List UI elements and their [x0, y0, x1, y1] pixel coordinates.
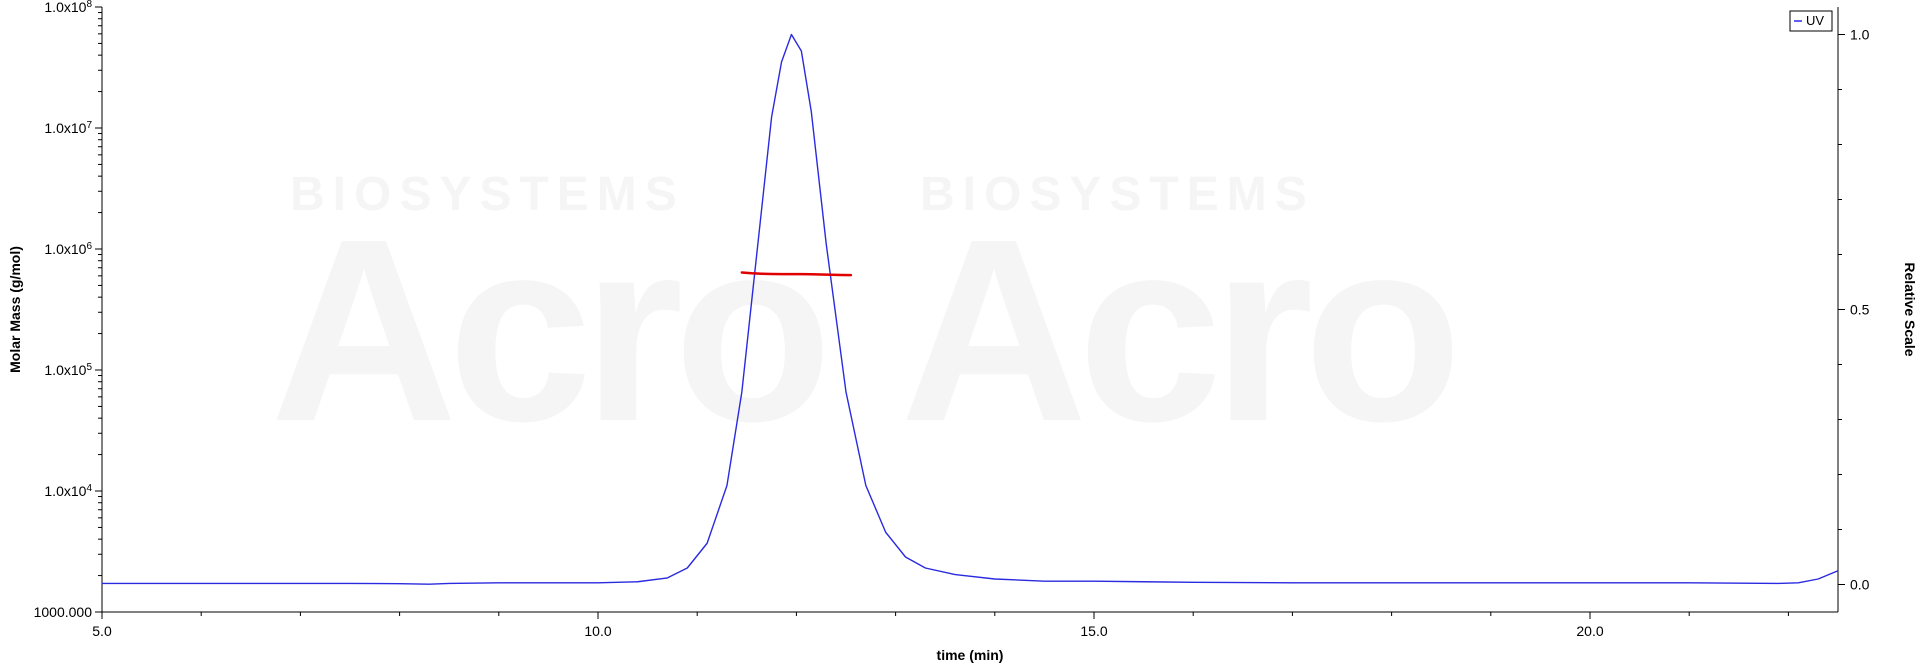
x-tick-label: 10.0	[584, 623, 611, 639]
y-left-tick-label: 1.0x107	[44, 120, 92, 137]
legend-label: UV	[1806, 13, 1824, 28]
x-tick-label: 20.0	[1576, 623, 1603, 639]
watermark-logo: Acro	[270, 186, 824, 476]
watermark-text: BIOSYSTEMS	[290, 168, 685, 221]
chart-svg: AcroBIOSYSTEMSAcroBIOSYSTEMS5.010.015.02…	[0, 0, 1920, 672]
watermark-logo: Acro	[900, 186, 1454, 476]
y-left-axis-label: Molar Mass (g/mol)	[7, 246, 23, 373]
y-left-tick-label: 1.0x105	[44, 362, 92, 379]
x-axis-label: time (min)	[937, 647, 1004, 663]
watermark: AcroBIOSYSTEMSAcroBIOSYSTEMS	[270, 168, 1454, 476]
x-tick-label: 5.0	[92, 623, 112, 639]
y-left-tick-label: 1.0x106	[44, 241, 92, 258]
y-right-axis-label: Relative Scale	[1902, 262, 1918, 356]
watermark-text: BIOSYSTEMS	[920, 168, 1315, 221]
y-left-tick-label: 1000.000	[34, 604, 93, 620]
y-left-tick-label: 1.0x108	[44, 0, 92, 15]
x-tick-label: 15.0	[1080, 623, 1107, 639]
y-right-tick-label: 0.0	[1850, 577, 1870, 593]
sec-mals-chart: AcroBIOSYSTEMSAcroBIOSYSTEMS5.010.015.02…	[0, 0, 1920, 672]
y-right-tick-label: 1.0	[1850, 27, 1870, 43]
y-left-tick-label: 1.0x104	[44, 483, 92, 500]
y-right-tick-label: 0.5	[1850, 302, 1870, 318]
